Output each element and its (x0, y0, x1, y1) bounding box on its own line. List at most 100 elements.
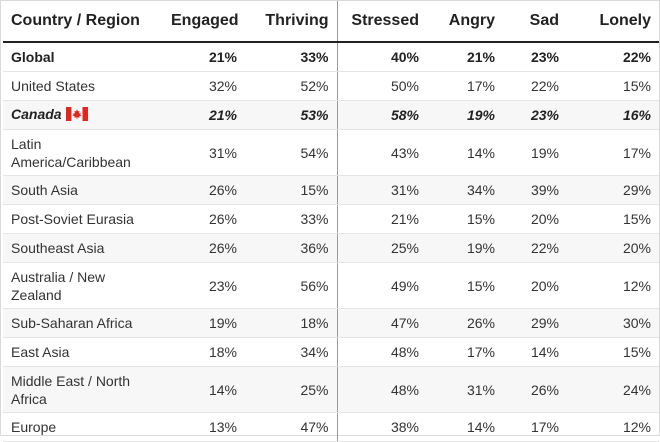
table-row: United States 32% 52% 50% 17% 22% 15% (3, 71, 659, 101)
value-cell-thriving: 33% (245, 204, 338, 234)
value-cell-thriving: 56% (245, 262, 338, 309)
value-cell-sad: 17% (503, 412, 567, 442)
value-cell-angry: 15% (427, 204, 503, 234)
value-cell-thriving: 52% (245, 71, 338, 101)
value-cell-thriving: 25% (245, 366, 338, 413)
value-cell-thriving: 34% (245, 337, 338, 367)
value-cell-thriving: 47% (245, 412, 338, 442)
value-cell-thriving: 53% (245, 100, 338, 130)
value-cell-sad: 22% (503, 71, 567, 101)
table-row: East Asia 18% 34% 48% 17% 14% 15% (3, 337, 659, 367)
table-row: Southeast Asia 26% 36% 25% 19% 22% 20% (3, 233, 659, 263)
value-cell-sad: 29% (503, 308, 567, 338)
value-cell-sad: 19% (503, 129, 567, 176)
column-header-sad: Sad (503, 1, 567, 43)
value-cell-sad: 26% (503, 366, 567, 413)
column-header-lonely: Lonely (567, 1, 659, 43)
value-cell-angry: 17% (427, 337, 503, 367)
value-cell-stressed: 48% (337, 337, 427, 367)
value-cell-stressed: 43% (337, 129, 427, 176)
value-cell-lonely: 17% (567, 129, 659, 176)
header-row: Country / Region Engaged Thriving Stress… (3, 1, 659, 43)
value-cell-angry: 19% (427, 100, 503, 130)
region-cell-sub-saharan-africa: Sub-Saharan Africa (3, 308, 163, 338)
value-cell-engaged: 14% (163, 366, 245, 413)
table-row: Sub-Saharan Africa 19% 18% 47% 26% 29% 30% (3, 308, 659, 338)
value-cell-lonely: 24% (567, 366, 659, 413)
canada-flag-icon (65, 107, 88, 125)
value-cell-stressed: 58% (337, 100, 427, 130)
value-cell-engaged: 31% (163, 129, 245, 176)
region-label: Europe (11, 419, 57, 435)
region-cell-southeast-asia: Southeast Asia (3, 233, 163, 263)
region-cell-europe: Europe (3, 412, 163, 442)
value-cell-lonely: 15% (567, 204, 659, 234)
table-row: Europe 13% 47% 38% 14% 17% 12% (3, 412, 659, 442)
table-row: Canada 21% 53% 58% 19% 23% 16% (3, 100, 659, 130)
value-cell-stressed: 25% (337, 233, 427, 263)
value-cell-stressed: 40% (337, 42, 427, 72)
region-cell-canada: Canada (3, 100, 163, 130)
region-label: Australia / New Zealand (11, 268, 106, 303)
value-cell-angry: 19% (427, 233, 503, 263)
region-cell-middle-east-north-africa: Middle East / North Africa (3, 366, 163, 413)
value-cell-engaged: 19% (163, 308, 245, 338)
region-cell-latin-america-caribbean: Latin America/Caribbean (3, 129, 163, 176)
value-cell-lonely: 12% (567, 412, 659, 442)
region-label: Sub-Saharan Africa (11, 315, 133, 331)
region-label: Post-Soviet Eurasia (11, 211, 134, 227)
column-header-engaged: Engaged (163, 1, 245, 43)
region-label: Middle East / North Africa (11, 372, 131, 407)
column-header-stressed: Stressed (337, 1, 427, 43)
value-cell-lonely: 30% (567, 308, 659, 338)
region-label: Global (11, 49, 55, 65)
value-cell-sad: 39% (503, 175, 567, 205)
value-cell-engaged: 26% (163, 175, 245, 205)
value-cell-thriving: 54% (245, 129, 338, 176)
region-cell-australia-new-zealand: Australia / New Zealand (3, 262, 163, 309)
value-cell-engaged: 26% (163, 233, 245, 263)
wellbeing-table: Country / Region Engaged Thriving Stress… (3, 1, 659, 442)
value-cell-engaged: 32% (163, 71, 245, 101)
value-cell-engaged: 21% (163, 100, 245, 130)
value-cell-angry: 31% (427, 366, 503, 413)
value-cell-stressed: 21% (337, 204, 427, 234)
value-cell-angry: 26% (427, 308, 503, 338)
table-row: Global 21% 33% 40% 21% 23% 22% (3, 42, 659, 72)
value-cell-engaged: 26% (163, 204, 245, 234)
value-cell-lonely: 12% (567, 262, 659, 309)
table-row: Latin America/Caribbean 31% 54% 43% 14% 19% 17… (3, 129, 659, 176)
value-cell-engaged: 23% (163, 262, 245, 309)
value-cell-sad: 14% (503, 337, 567, 367)
value-cell-thriving: 18% (245, 308, 338, 338)
value-cell-angry: 14% (427, 129, 503, 176)
value-cell-sad: 20% (503, 204, 567, 234)
region-cell-east-asia: East Asia (3, 337, 163, 367)
value-cell-lonely: 16% (567, 100, 659, 130)
value-cell-sad: 23% (503, 42, 567, 72)
region-cell-united-states: United States (3, 71, 163, 101)
region-label: Latin America/Caribbean (11, 135, 131, 170)
value-cell-stressed: 31% (337, 175, 427, 205)
value-cell-lonely: 20% (567, 233, 659, 263)
value-cell-angry: 15% (427, 262, 503, 309)
column-header-angry: Angry (427, 1, 503, 43)
column-header-thriving: Thriving (245, 1, 338, 43)
table-row: Australia / New Zealand 23% 56% 49% 15% 20% 12… (3, 262, 659, 309)
value-cell-lonely: 22% (567, 42, 659, 72)
value-cell-engaged: 18% (163, 337, 245, 367)
value-cell-angry: 17% (427, 71, 503, 101)
region-label: Southeast Asia (11, 240, 105, 256)
value-cell-stressed: 47% (337, 308, 427, 338)
value-cell-stressed: 48% (337, 366, 427, 413)
region-cell-global: Global (3, 42, 163, 72)
table-body: Global 21% 33% 40% 21% 23% 22% United States 32%… (3, 42, 659, 442)
value-cell-engaged: 21% (163, 42, 245, 72)
region-label: United States (11, 78, 96, 94)
value-cell-lonely: 29% (567, 175, 659, 205)
region-label: South Asia (11, 182, 78, 198)
value-cell-angry: 21% (427, 42, 503, 72)
value-cell-engaged: 13% (163, 412, 245, 442)
region-label: Canada (11, 106, 62, 122)
